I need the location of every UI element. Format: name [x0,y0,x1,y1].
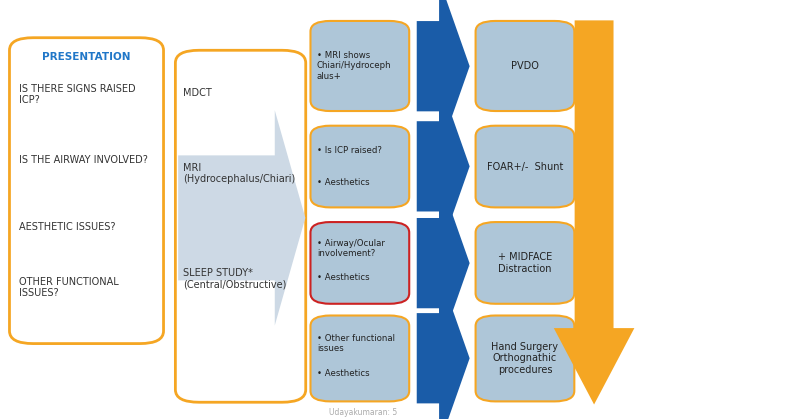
Text: • Aesthetics: • Aesthetics [317,273,370,282]
FancyBboxPatch shape [476,126,574,207]
Text: AESTHETIC ISSUES?: AESTHETIC ISSUES? [19,222,115,232]
Text: • Other functional
issues: • Other functional issues [317,334,395,354]
FancyBboxPatch shape [310,126,409,207]
FancyBboxPatch shape [9,38,164,344]
FancyBboxPatch shape [476,21,574,111]
FancyBboxPatch shape [310,316,409,401]
FancyBboxPatch shape [476,316,574,401]
Text: + MIDFACE
Distraction: + MIDFACE Distraction [498,252,552,274]
Text: • Aesthetics: • Aesthetics [317,369,370,378]
Text: Udayakumaran: 5: Udayakumaran: 5 [329,408,397,417]
FancyBboxPatch shape [310,222,409,304]
Text: OTHER FUNCTIONAL
ISSUES?: OTHER FUNCTIONAL ISSUES? [19,277,118,298]
Text: • MRI shows
Chiari/Hydroceph
alus+: • MRI shows Chiari/Hydroceph alus+ [317,51,391,81]
Text: IS THE AIRWAY INVOLVED?: IS THE AIRWAY INVOLVED? [19,155,148,165]
Text: IS THERE SIGNS RAISED
ICP?: IS THERE SIGNS RAISED ICP? [19,84,136,106]
Text: Hand Surgery
Orthognathic
procedures: Hand Surgery Orthognathic procedures [491,342,559,375]
Text: FOAR+/-  Shunt: FOAR+/- Shunt [487,162,563,171]
Text: MDCT: MDCT [183,88,212,98]
Text: • Aesthetics: • Aesthetics [317,178,370,187]
Text: SLEEP STUDY*
(Central/Obstructive): SLEEP STUDY* (Central/Obstructive) [183,268,287,290]
FancyBboxPatch shape [310,21,409,111]
Text: PVDO: PVDO [511,61,539,71]
Text: PRESENTATION: PRESENTATION [42,52,131,62]
Text: • Airway/Ocular
involvement?: • Airway/Ocular involvement? [317,238,385,258]
Text: • Is ICP raised?: • Is ICP raised? [317,146,382,155]
Text: MRI
(Hydrocephalus/Chiari): MRI (Hydrocephalus/Chiari) [183,163,295,184]
FancyBboxPatch shape [175,50,306,402]
FancyBboxPatch shape [476,222,574,304]
